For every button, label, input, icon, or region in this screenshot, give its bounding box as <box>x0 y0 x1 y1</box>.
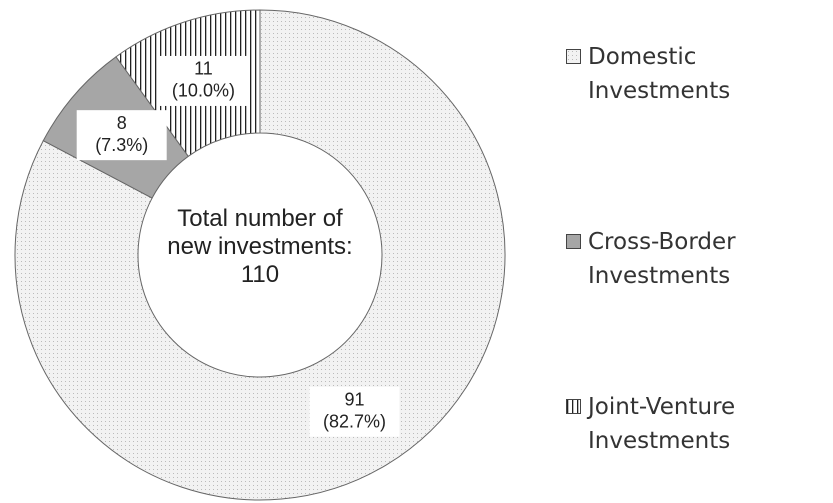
data-label: 91(82.7%) <box>309 386 400 437</box>
legend-label: Joint-Venture Investments <box>588 394 736 454</box>
legend-swatch <box>566 234 581 249</box>
center-total: 110 <box>240 261 280 288</box>
data-label-value: 91 <box>344 389 364 409</box>
center-text: Total number of new investments: <box>167 205 353 260</box>
data-label: 11(10.0%) <box>158 55 249 106</box>
legend-swatch <box>566 49 581 64</box>
legend-label: Cross-Border Investments <box>588 229 736 289</box>
data-label-percent: (82.7%) <box>323 411 386 431</box>
data-label-percent: (7.3%) <box>95 135 148 155</box>
legend-swatch-rect <box>567 235 580 248</box>
legend-item: Joint-Venture Investments <box>566 390 826 458</box>
legend-swatch <box>566 399 581 414</box>
donut-slice <box>14 9 506 501</box>
data-label-box <box>158 55 249 106</box>
legend-swatch-fill <box>567 400 580 413</box>
data-label-value: 11 <box>194 59 213 79</box>
legend-swatch-rect <box>567 50 580 63</box>
center-label: Total number of new investments: 110 <box>140 205 380 289</box>
legend-label: Domestic Investments <box>588 44 731 104</box>
legend-swatch-fill <box>567 235 580 248</box>
legend-item: Cross-Border Investments <box>566 225 826 293</box>
data-label-percent: (10.0%) <box>172 81 235 101</box>
data-label-box <box>76 110 167 161</box>
legend-swatch-rect <box>567 400 580 413</box>
data-label-box <box>309 386 400 437</box>
legend-swatch-fill <box>567 50 580 63</box>
data-label: 8(7.3%) <box>76 110 167 161</box>
legend-item: Domestic Investments <box>566 40 826 108</box>
data-label-value: 8 <box>117 113 127 133</box>
